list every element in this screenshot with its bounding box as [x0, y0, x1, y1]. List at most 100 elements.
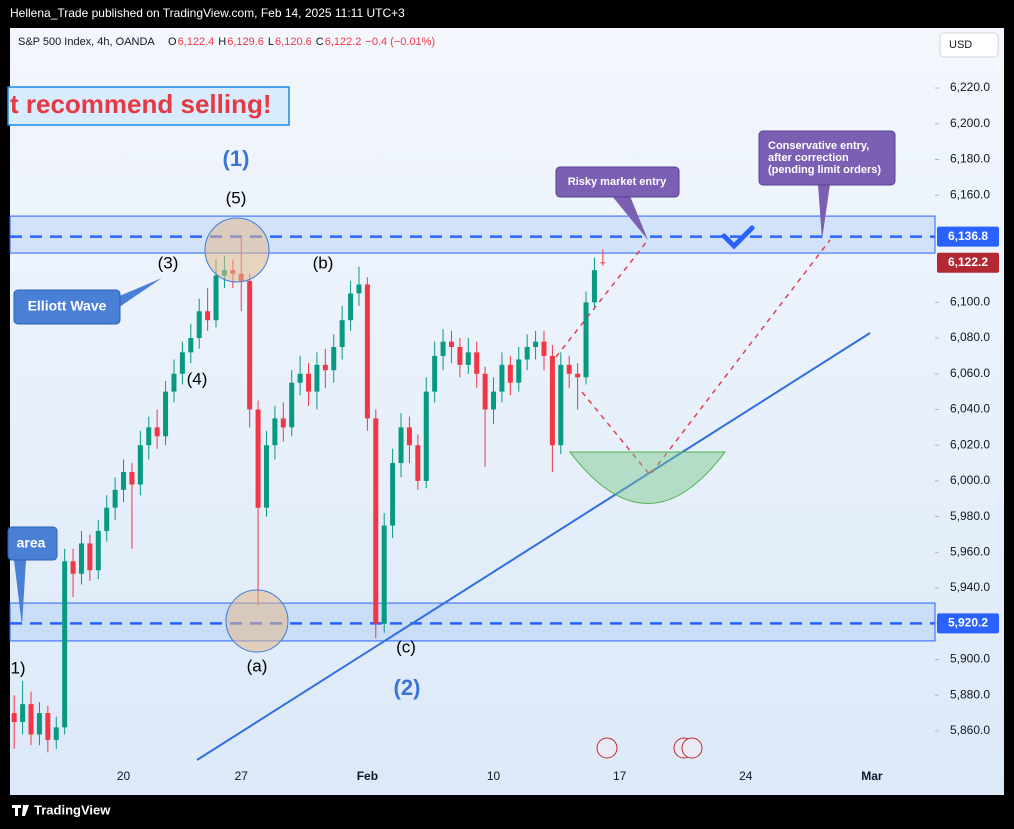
candle-body [154, 427, 160, 437]
x-tick-label: 20 [117, 769, 131, 783]
candle-body [348, 293, 354, 321]
ohlc-key: C [316, 36, 324, 48]
candle-body [280, 418, 286, 428]
candle-body [171, 373, 177, 392]
ohlc-key: O [168, 36, 177, 48]
price-tag-label: 6,136.8 [948, 229, 988, 243]
candle-body [129, 471, 135, 485]
wave-label: (3) [158, 253, 179, 272]
x-tick-label: Mar [861, 769, 883, 783]
wave-label: 1) [10, 658, 25, 677]
x-tick-label: 17 [613, 769, 627, 783]
price-tag [937, 252, 999, 273]
wave-label: (c) [396, 637, 416, 656]
candle-body [45, 713, 51, 740]
y-tick-label: 5,940.0 [950, 580, 990, 594]
y-tick-label: 6,220.0 [950, 80, 990, 94]
candle-body [53, 727, 59, 740]
y-tick-label: 6,000.0 [950, 473, 990, 487]
y-tick-label: 5,880.0 [950, 687, 990, 701]
banner-text: t recommend selling! [10, 89, 272, 119]
callout [7, 526, 58, 561]
candle-body [339, 320, 345, 347]
y-tick-label: 6,080.0 [950, 330, 990, 344]
candle-body [247, 280, 253, 410]
x-tick-label: Feb [357, 769, 378, 783]
candle-body [507, 364, 513, 383]
candle-body [331, 346, 337, 371]
candle-body [179, 352, 185, 374]
candle-body [306, 373, 312, 392]
candle-body [406, 427, 412, 446]
candle-body [457, 346, 463, 365]
candle-body [591, 270, 597, 303]
event-icon [681, 737, 703, 759]
callout [758, 130, 896, 186]
candle-body [600, 262, 606, 264]
callout-pointer [612, 196, 648, 240]
candle-body [415, 445, 421, 481]
candle-body [289, 382, 295, 428]
ohlc-key: L [268, 36, 274, 48]
candle-body [78, 543, 84, 574]
y-tick-label: 6,180.0 [950, 152, 990, 166]
currency[interactable]: USD [949, 39, 972, 51]
wave-label: (2) [394, 675, 421, 700]
ohlc-value: 6,120.6 [275, 36, 312, 48]
entry-path [555, 239, 649, 358]
candle-body [373, 418, 379, 624]
candle-body [432, 355, 438, 392]
ohlc-legend: O 6,122.4 H 6,129.6 L 6,120.6 C 6,122.2 −0.4 (−0… [168, 36, 435, 48]
candle-body [440, 341, 446, 356]
candle-body [196, 311, 202, 339]
candle-body [213, 275, 219, 321]
callout-text: Risky market entry [568, 176, 667, 188]
y-tick-label: 6,020.0 [950, 437, 990, 451]
zone [9, 215, 936, 254]
candle-body [95, 530, 101, 571]
price-tag-label: 6,122.2 [948, 255, 988, 269]
candle-body [255, 409, 261, 508]
x-tick-label: 10 [487, 769, 501, 783]
candle-body [121, 471, 127, 490]
candle-body [188, 338, 194, 353]
candle-body [482, 373, 488, 410]
candle-body [62, 561, 68, 728]
candle-body [499, 364, 505, 392]
symbol: S&P 500 Index, 4h, OANDA [18, 36, 155, 48]
candle-body [146, 427, 152, 446]
candle-body [448, 341, 454, 347]
x-tick-label: 27 [235, 769, 249, 783]
ohlc-value: 6,122.2 [325, 36, 362, 48]
candle-body [137, 445, 143, 485]
candle-body [533, 341, 539, 347]
y-tick-label: 6,100.0 [950, 295, 990, 309]
candle-body [70, 561, 76, 574]
candle-body [87, 543, 93, 571]
y-tick-label: 5,900.0 [950, 652, 990, 666]
candle-body [263, 445, 269, 508]
candle-body [390, 463, 396, 526]
event-icon [596, 737, 618, 759]
brand-logo [12, 805, 29, 816]
wave-label: (b) [313, 253, 334, 272]
ohlc-value: 6,122.4 [178, 36, 215, 48]
wave-label: (1) [223, 146, 250, 171]
candle-body [398, 427, 404, 464]
price-tag [937, 226, 999, 247]
y-tick-label: 6,200.0 [950, 116, 990, 130]
highlight-circle [225, 589, 289, 653]
candle-body [112, 489, 118, 508]
plot [9, 215, 936, 753]
y-tick-label: 6,060.0 [950, 366, 990, 380]
candle-body [163, 391, 169, 437]
y-tick-label: 5,960.0 [950, 545, 990, 559]
currency-button[interactable] [939, 32, 999, 58]
y-tick-label: 5,860.0 [950, 723, 990, 737]
candle-body [20, 704, 26, 722]
callout-text: (pending limit orders) [768, 164, 881, 176]
callout-text: Conservative entry, [768, 140, 869, 152]
candle-body [297, 373, 303, 383]
candle-body [566, 364, 572, 374]
zone [9, 602, 936, 642]
